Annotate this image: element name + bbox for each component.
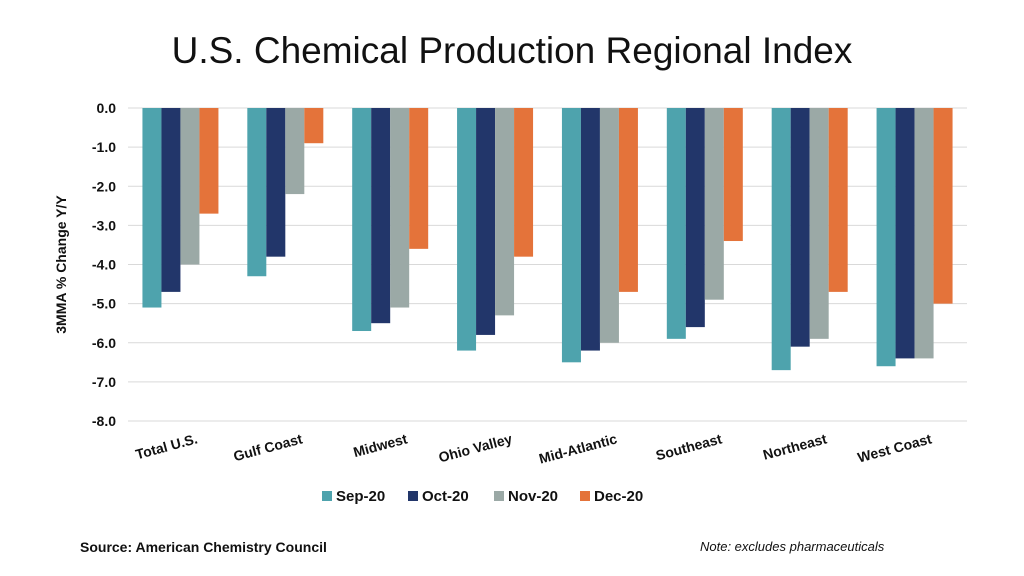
y-tick-label: -6.0: [92, 335, 116, 351]
bar: [599, 108, 619, 343]
note-text: Note: excludes pharmaceuticals: [700, 539, 885, 554]
bar: [685, 108, 705, 328]
legend-label: Sep-20: [336, 488, 385, 505]
y-tick-label: -8.0: [92, 413, 116, 429]
legend-label: Nov-20: [508, 488, 558, 505]
legend-swatch: [580, 491, 590, 501]
chart-title: U.S. Chemical Production Regional Index: [171, 30, 853, 71]
bar: [285, 108, 305, 195]
bar: [352, 108, 372, 332]
bar: [390, 108, 410, 308]
bar: [457, 108, 477, 351]
x-tick-label: Southeast: [654, 430, 724, 463]
bar: [409, 108, 429, 249]
bar: [495, 108, 515, 316]
y-tick-label: -7.0: [92, 374, 116, 390]
x-tick-label: West Coast: [856, 430, 934, 465]
bar: [199, 108, 219, 214]
y-tick-label: -4.0: [92, 257, 116, 273]
bar: [704, 108, 724, 300]
legend-label: Dec-20: [594, 488, 643, 505]
bar: [304, 108, 324, 144]
bar: [809, 108, 829, 339]
bar: [514, 108, 534, 257]
x-tick-label: Midwest: [351, 430, 409, 460]
bar: [876, 108, 896, 367]
bar: [933, 108, 953, 304]
y-tick-label: -2.0: [92, 178, 116, 194]
bar: [580, 108, 600, 351]
y-tick-label: -5.0: [92, 296, 116, 312]
bar: [371, 108, 391, 324]
bar: [723, 108, 743, 242]
bar: [247, 108, 267, 277]
x-tick-label: Gulf Coast: [232, 430, 305, 464]
y-tick-label: 0.0: [97, 100, 117, 116]
x-tick-label: Total U.S.: [134, 430, 200, 462]
x-tick-label: Northeast: [761, 430, 829, 462]
bar: [771, 108, 791, 371]
y-tick-label: -1.0: [92, 139, 116, 155]
legend-swatch: [494, 491, 504, 501]
bar: [666, 108, 686, 339]
legend-swatch: [322, 491, 332, 501]
bar: [142, 108, 162, 308]
y-axis-label: 3MMA % Change Y/Y: [53, 195, 69, 334]
bar: [161, 108, 181, 292]
bar: [895, 108, 915, 359]
legend-label: Oct-20: [422, 488, 469, 505]
bar: [561, 108, 581, 363]
legend-swatch: [408, 491, 418, 501]
bar: [914, 108, 934, 359]
x-tick-label: Mid-Atlantic: [537, 430, 619, 466]
bar: [180, 108, 200, 265]
bar: [790, 108, 810, 347]
bar: [618, 108, 638, 292]
y-tick-label: -3.0: [92, 217, 116, 233]
bar: [476, 108, 496, 335]
bar: [266, 108, 286, 257]
source-text: Source: American Chemistry Council: [80, 539, 327, 555]
x-tick-label: Ohio Valley: [437, 430, 514, 465]
bar: [828, 108, 848, 292]
